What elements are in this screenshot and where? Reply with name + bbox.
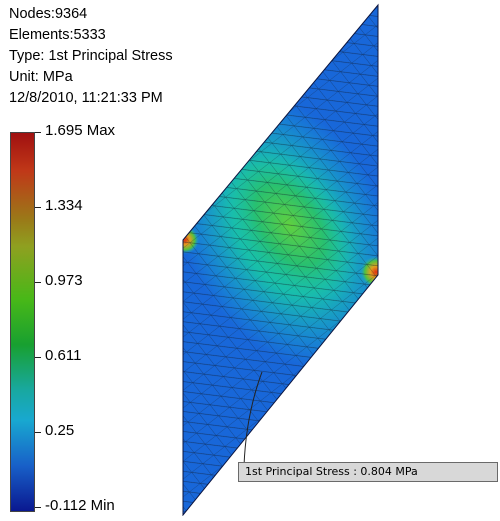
legend-tick-label: 1.334 — [45, 197, 83, 214]
legend-tick — [35, 357, 41, 358]
timestamp: 12/8/2010, 11:21:33 PM — [9, 90, 163, 106]
legend-max-label: 1.695 Max — [45, 122, 116, 139]
legend-min-label: -0.112 Min — [45, 497, 115, 514]
legend-tick — [35, 132, 41, 133]
legend-tick-label: 0.25 — [45, 422, 75, 439]
legend-tick-label: 0.611 — [45, 347, 82, 364]
legend-tick — [35, 282, 41, 283]
result-type: Type: 1st Principal Stress — [9, 48, 173, 64]
legend-tick — [35, 507, 41, 508]
legend-tick — [35, 207, 41, 208]
color-legend-bar — [10, 132, 35, 512]
elements-count: Elements:5333 — [9, 27, 106, 43]
legend-tick — [35, 432, 41, 433]
nodes-count: Nodes:9364 — [9, 6, 88, 22]
legend-tick-label: 0.973 — [45, 272, 83, 289]
probe-readout: 1st Principal Stress : 0.804 MPa — [238, 462, 498, 482]
result-unit: Unit: MPa — [9, 69, 73, 85]
model-info-panel: Nodes:9364 Elements:5333 Type: 1st Princ… — [9, 4, 173, 109]
probe-leader-line — [243, 371, 263, 467]
